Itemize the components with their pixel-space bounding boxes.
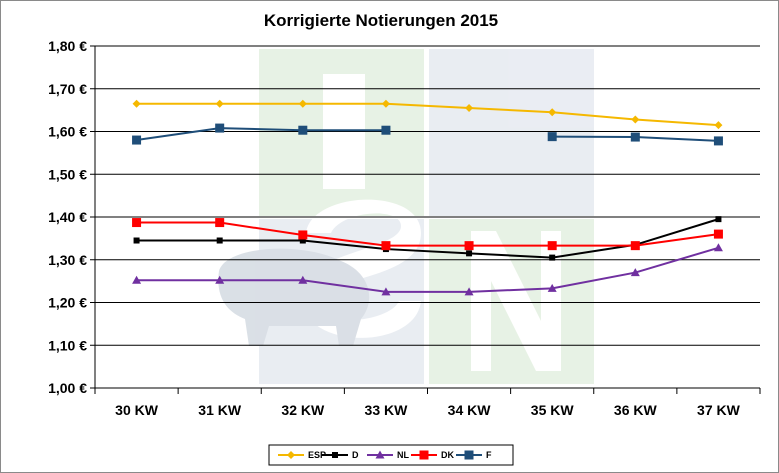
y-tick-label: 1,20 € [48,295,87,311]
series-dk [132,218,723,251]
data-point-nl [630,268,640,277]
data-point-f [298,125,308,135]
data-point-esp [215,99,224,108]
data-point-nl [464,287,474,296]
data-point-d [715,216,722,223]
data-point-dk [547,241,557,251]
x-tick-label: 36 KW [614,402,658,418]
data-point-esp [298,99,307,108]
series-line-nl [136,246,719,293]
x-tick-label: 34 KW [448,402,492,418]
watermark-block-blue [429,49,594,216]
legend-label: F [486,450,492,460]
data-point-esp [631,115,640,124]
data-point-d [299,237,306,244]
data-point-esp [132,99,141,108]
x-tick-label: 37 KW [697,402,741,418]
series-esp [132,99,723,130]
series-line-dk [136,221,719,247]
legend-swatch-marker [464,450,474,460]
series-line-esp [136,102,719,127]
data-point-d [133,237,140,244]
x-tick-label: 32 KW [281,402,325,418]
legend-label: NL [397,450,409,460]
data-point-nl [298,275,308,284]
data-point-esp [465,103,474,112]
y-tick-label: 1,70 € [48,81,87,97]
series-line-d [136,218,719,259]
series-f [132,123,723,146]
data-point-nl [132,275,142,284]
x-tick-label: 35 KW [531,402,575,418]
legend-swatch-marker [332,452,338,458]
data-point-f [713,136,723,146]
series-nl [132,243,723,296]
data-point-f [630,132,640,142]
legend-label: ESP [308,450,326,460]
y-tick-label: 1,00 € [48,380,87,396]
series-layer [132,99,723,296]
y-tick-label: 1,30 € [48,252,87,268]
data-point-nl [381,287,391,296]
data-point-d [466,250,473,257]
data-point-esp [381,99,390,108]
grid-lines [95,45,760,346]
y-tick-label: 1,60 € [48,124,87,140]
series-line-f [136,127,386,142]
watermark-letter-n [471,231,561,371]
y-tick-label: 1,50 € [48,166,87,182]
data-point-dk [298,230,308,240]
y-tick-label: 1,40 € [48,209,87,225]
data-point-dk [713,229,723,239]
x-tick-label: 30 KW [115,402,159,418]
data-point-d [549,254,556,261]
data-point-nl [215,275,225,284]
data-point-f [215,123,225,133]
data-point-f [547,132,557,142]
data-point-esp [714,121,723,130]
watermark-pig-icon [218,248,370,346]
legend-swatch-marker [419,450,429,460]
legend-swatch-marker [375,450,385,459]
x-tick-label: 31 KW [198,402,242,418]
legend-label: DK [441,450,454,460]
data-point-esp [548,108,557,117]
watermark-letter-s [301,199,421,338]
data-point-nl [547,283,557,292]
axes: 1,00 € 1,10 € 1,20 € 1,30 € 1,40 € 1,50 € 1,60… [48,38,761,418]
chart-title: Korrigierte Notierungen 2015 [264,11,498,30]
data-point-f [132,135,142,145]
data-point-dk [630,241,640,251]
legend-label: D [352,450,359,460]
x-tick-label: 33 KW [365,402,409,418]
data-point-dk [381,241,391,251]
y-tick-label: 1,10 € [48,337,87,353]
data-point-f [381,125,391,135]
data-point-nl [713,243,723,252]
y-tick-label: 1,80 € [48,38,87,54]
data-point-d [216,237,223,244]
data-point-dk [464,241,474,251]
data-point-dk [132,218,142,228]
legend: ESP D NL DK F [268,444,514,466]
legend-swatch-marker [287,451,295,459]
data-point-dk [215,218,225,228]
